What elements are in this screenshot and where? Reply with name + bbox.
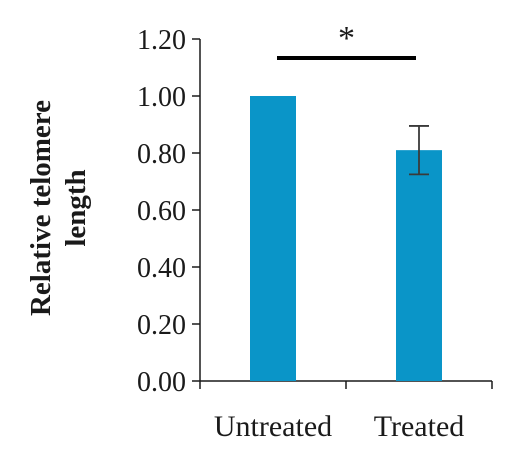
x-axis: [199, 380, 493, 389]
y-tick-label: 0.60: [137, 196, 186, 227]
bar-untreated: [250, 96, 296, 381]
category-labels: Untreated Treated: [214, 410, 464, 443]
y-axis-label-line: Relative telomere: [25, 100, 57, 316]
y-axis-label-line: length: [60, 169, 92, 246]
bars: [250, 96, 442, 381]
x-tick-label: Untreated: [214, 410, 332, 443]
y-axis-title: Relative telomere length: [25, 100, 92, 316]
y-tick-label: 0.40: [137, 253, 186, 284]
y-tick-label: 1.00: [137, 82, 186, 113]
y-tick-label: 0.20: [137, 310, 186, 341]
y-axis: 0.00 0.20 0.40 0.60 0.80 1.00 1.20: [137, 25, 201, 398]
error-bars: [409, 125, 429, 176]
y-tick-label: 0.80: [137, 139, 186, 170]
significance-marker: *: [277, 20, 416, 60]
x-tick-label: Treated: [374, 410, 465, 443]
y-tick-label: 1.20: [137, 25, 186, 56]
y-axis-label: Relative telomere length: [25, 100, 92, 316]
significance-star: *: [338, 20, 355, 57]
bar-treated: [396, 150, 442, 381]
y-tick-label: 0.00: [137, 367, 186, 398]
